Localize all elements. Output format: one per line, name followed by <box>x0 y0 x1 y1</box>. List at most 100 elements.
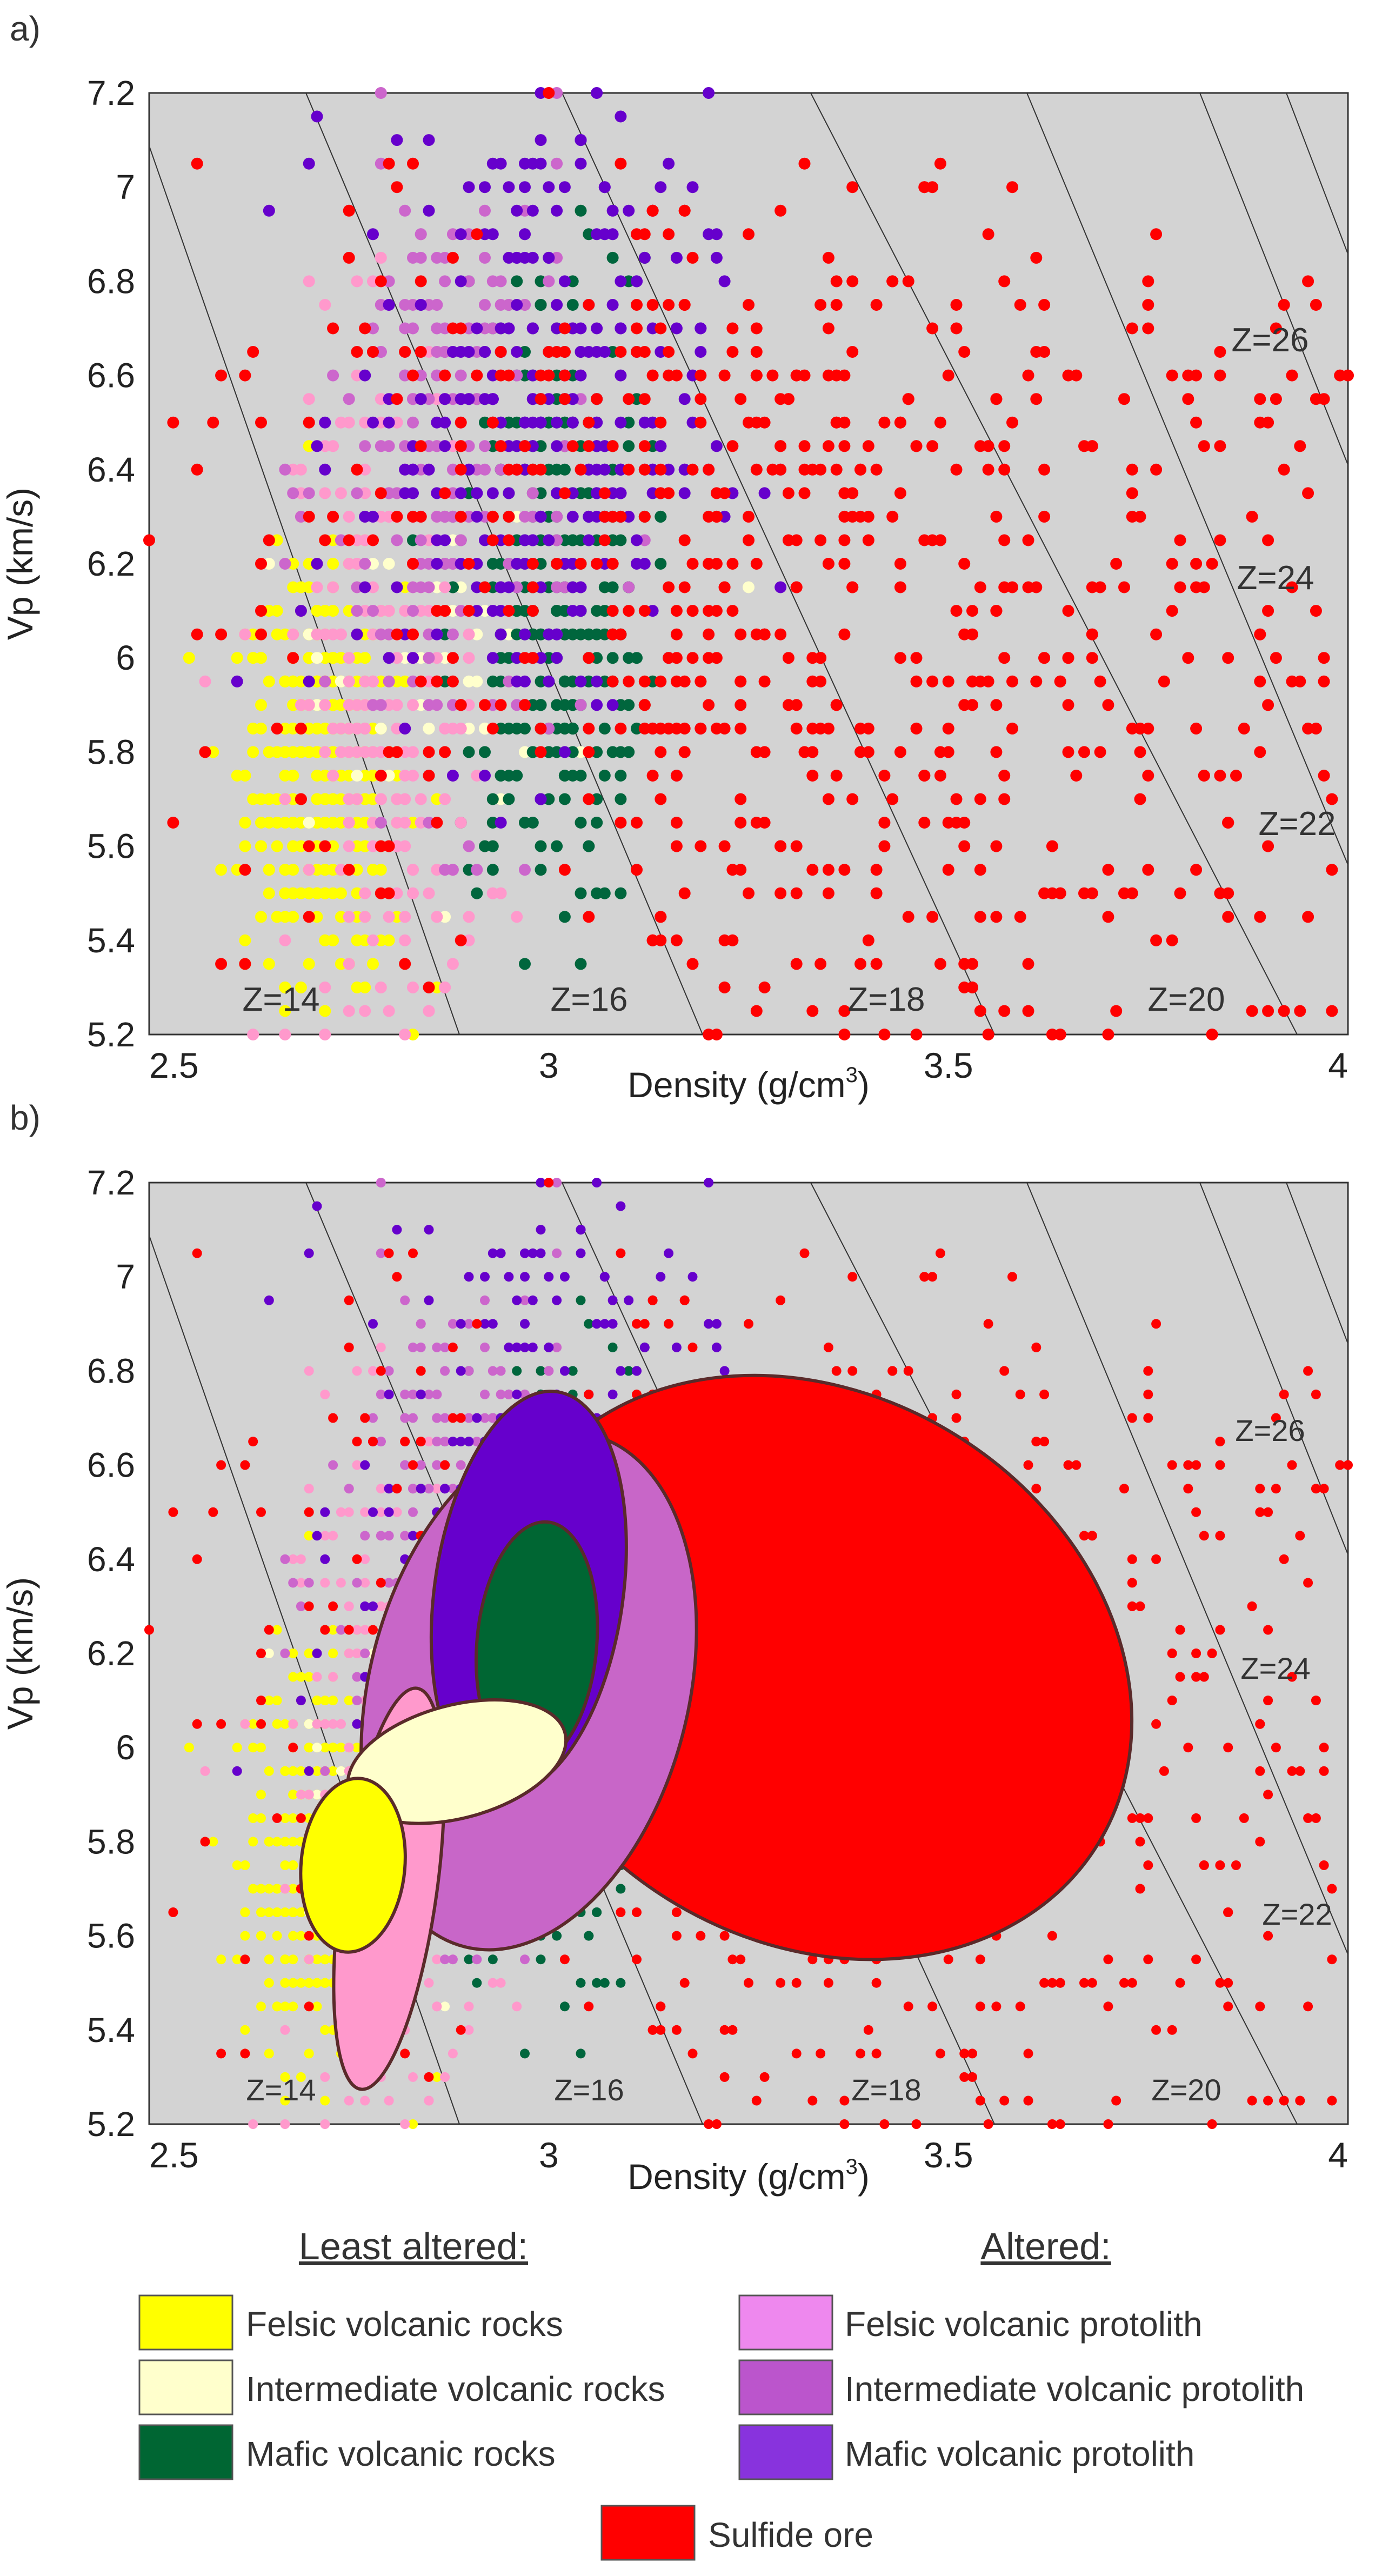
scatter-point <box>839 2119 850 2129</box>
scatter-point <box>878 1029 891 1040</box>
scatter-point <box>663 581 675 593</box>
scatter-point <box>687 1272 698 1282</box>
scatter-point <box>1143 1860 1153 1870</box>
scatter-point <box>535 463 547 476</box>
scatter-point <box>718 581 731 593</box>
scatter-point <box>615 887 627 899</box>
scatter-point <box>200 1837 210 1847</box>
scatter-point <box>615 322 627 335</box>
scatter-point <box>375 251 387 264</box>
scatter-point <box>535 746 547 758</box>
scatter-point <box>496 1366 506 1376</box>
scatter-point <box>335 628 347 640</box>
scatter-point <box>575 463 587 476</box>
scatter-point <box>886 510 899 523</box>
scatter-point <box>838 510 851 523</box>
scatter-point <box>655 416 667 429</box>
scatter-point <box>838 628 851 640</box>
scatter-point <box>775 840 787 852</box>
scatter-point <box>1166 369 1178 382</box>
scatter-point <box>591 558 603 570</box>
scatter-point <box>990 840 1003 852</box>
scatter-point <box>1142 275 1154 288</box>
scatter-point <box>280 2072 290 2082</box>
scatter-point <box>455 487 467 499</box>
scatter-point <box>343 817 355 829</box>
scatter-point <box>384 1484 394 1494</box>
scatter-point <box>1271 1743 1281 1753</box>
scatter-point <box>606 440 619 452</box>
scatter-point <box>408 1389 418 1399</box>
scatter-point <box>615 722 627 735</box>
scatter-point <box>272 1625 282 1635</box>
scatter-point <box>1327 1884 1337 1894</box>
scatter-point <box>1006 722 1018 735</box>
scatter-point <box>943 1954 953 1965</box>
scatter-point <box>416 1366 426 1376</box>
scatter-point <box>551 699 563 711</box>
scatter-point <box>1167 1696 1177 1706</box>
legend-label-mafic-volcanic-rocks: Mafic volcanic rocks <box>246 2434 556 2473</box>
scatter-point <box>446 652 459 664</box>
scatter-point <box>432 2001 442 2012</box>
scatter-point <box>846 793 859 805</box>
scatter-point <box>687 1342 698 1352</box>
scatter-point <box>822 369 834 382</box>
scatter-point <box>327 322 339 335</box>
scatter-point <box>367 746 379 758</box>
scatter-point <box>1094 581 1106 593</box>
scatter-point <box>830 416 843 429</box>
scatter-point <box>376 1437 386 1447</box>
scatter-point <box>655 911 667 923</box>
scatter-point <box>399 463 411 476</box>
scatter-point <box>1239 1813 1249 1823</box>
scatter-point <box>646 204 659 217</box>
panel-b-y-axis-label: Vp (km/s) <box>0 1577 40 1730</box>
scatter-point <box>631 275 643 288</box>
scatter-point <box>558 746 571 758</box>
scatter-point <box>320 1578 330 1588</box>
scatter-point <box>1279 2095 1289 2106</box>
scatter-point <box>950 322 963 335</box>
scatter-point <box>1230 770 1242 782</box>
scatter-point <box>359 911 371 923</box>
scatter-point <box>439 581 451 593</box>
scatter-point <box>296 1601 306 1611</box>
scatter-point <box>878 840 891 852</box>
scatter-point <box>351 463 363 476</box>
scatter-point <box>1318 770 1330 782</box>
scatter-point <box>870 463 883 476</box>
scatter-point <box>950 793 963 805</box>
scatter-point <box>199 675 211 688</box>
scatter-point <box>1126 510 1138 523</box>
scatter-point <box>1134 793 1146 805</box>
scatter-point <box>343 675 355 688</box>
scatter-point <box>455 228 467 241</box>
scatter-point <box>1223 1743 1233 1753</box>
scatter-point <box>463 181 475 193</box>
scatter-point <box>535 793 547 805</box>
iso-z-label: Z=14 <box>246 2073 316 2107</box>
scatter-point <box>280 1978 290 1988</box>
iso-z-label: Z=20 <box>1151 2073 1221 2107</box>
scatter-point <box>838 864 851 876</box>
scatter-point <box>1110 1005 1123 1017</box>
scatter-point <box>1175 1672 1185 1682</box>
scatter-point <box>423 652 435 664</box>
scatter-point <box>1014 911 1026 923</box>
scatter-point <box>304 1531 314 1541</box>
scatter-point <box>536 1954 546 1965</box>
scatter-point <box>726 605 739 617</box>
scatter-point <box>719 1366 730 1376</box>
scatter-point <box>1199 1860 1209 1870</box>
scatter-point <box>1119 1484 1129 1494</box>
scatter-point <box>296 1790 306 1800</box>
scatter-point <box>575 817 587 829</box>
scatter-point <box>376 1389 386 1399</box>
scatter-point <box>1006 675 1018 688</box>
scatter-point <box>288 1884 298 1894</box>
scatter-point <box>894 416 906 429</box>
scatter-point <box>575 699 587 711</box>
scatter-point <box>479 581 491 593</box>
scatter-point <box>168 1907 178 1917</box>
